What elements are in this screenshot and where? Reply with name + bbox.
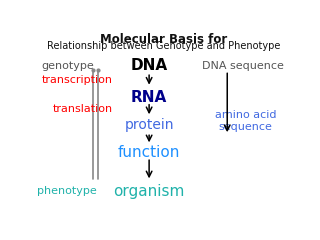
Text: genotype: genotype [41, 61, 94, 71]
Text: RNA: RNA [131, 90, 167, 105]
Text: DNA sequence: DNA sequence [203, 61, 284, 71]
Text: amino acid
sequence: amino acid sequence [215, 110, 276, 132]
Text: translation: translation [53, 104, 113, 114]
Text: Molecular Basis for: Molecular Basis for [100, 33, 228, 46]
Text: organism: organism [113, 184, 185, 199]
Text: DNA: DNA [131, 58, 168, 73]
Text: protein: protein [124, 118, 174, 132]
Text: function: function [118, 145, 180, 160]
Text: transcription: transcription [42, 75, 113, 85]
Text: Relationship between Genotype and Phenotype: Relationship between Genotype and Phenot… [47, 41, 281, 51]
Text: phenotype: phenotype [37, 186, 97, 196]
